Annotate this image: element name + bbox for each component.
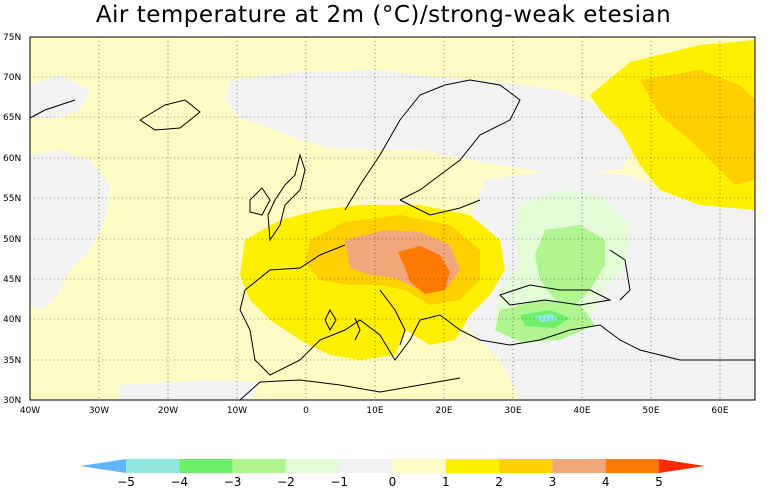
- colorbar-swatch: [232, 459, 286, 473]
- colorbar-label: −3: [224, 475, 242, 489]
- colorbar-label: 5: [655, 475, 663, 489]
- colorbar-swatch: [179, 459, 233, 473]
- colorbar-swatch: [126, 459, 180, 473]
- lon-label: 10W: [227, 406, 247, 416]
- colorbar-swatch: [392, 459, 446, 473]
- lat-label: 40N: [3, 315, 21, 325]
- lon-label: 50E: [642, 406, 659, 416]
- colorbar-swatch: [499, 459, 553, 473]
- lat-label: 35N: [3, 356, 21, 366]
- grid-lines: [30, 37, 755, 400]
- colorbar-label: 0: [389, 475, 397, 489]
- lon-label: 40E: [573, 406, 590, 416]
- colorbar-label: 2: [495, 475, 503, 489]
- lon-label: 10E: [366, 406, 383, 416]
- colorbar-label: −2: [277, 475, 295, 489]
- map-title: Air temperature at 2m (°C)/strong-weak e…: [95, 2, 672, 28]
- colorbar-arrow-low: [80, 459, 126, 473]
- colorbar-swatch: [445, 459, 500, 473]
- lon-label: 20W: [158, 406, 178, 416]
- lat-label: 55N: [3, 194, 21, 204]
- lon-label: 20E: [435, 406, 452, 416]
- lat-label: 65N: [3, 113, 21, 123]
- lon-label: 40W: [20, 406, 40, 416]
- colorbar: −5 −4 −3 −2 −1 0 1 2 3 4 5: [80, 459, 705, 489]
- lon-label: 30W: [89, 406, 109, 416]
- contour-fill: [30, 40, 755, 400]
- coastlines: [29, 79, 755, 401]
- lon-label: 60E: [711, 406, 728, 416]
- lon-label: 30E: [504, 406, 521, 416]
- lat-label: 50N: [3, 235, 21, 245]
- colorbar-swatch: [285, 459, 340, 473]
- latitude-labels: 75N 70N 65N 60N 55N 50N 45N 40N 35N 30N: [3, 33, 21, 406]
- colorbar-swatch: [552, 459, 606, 473]
- lat-label: 75N: [3, 33, 21, 43]
- longitude-labels: 40W 30W 20W 10W 0 10E 20E 30E 40E 50E 60…: [20, 406, 729, 416]
- lat-label: 60N: [3, 154, 21, 164]
- colorbar-swatch: [339, 459, 393, 473]
- colorbar-label: 4: [602, 475, 610, 489]
- map-frame: [29, 36, 756, 401]
- colorbar-label: 3: [549, 475, 557, 489]
- colorbar-label: −1: [330, 475, 348, 489]
- lat-label: 70N: [3, 73, 21, 83]
- colorbar-label: 1: [442, 475, 450, 489]
- colorbar-arrow-high: [659, 459, 705, 473]
- colorbar-label: −4: [170, 475, 188, 489]
- lon-label: 0: [303, 406, 309, 416]
- lat-label: 45N: [3, 275, 21, 285]
- colorbar-swatch: [605, 459, 659, 473]
- lat-label: 30N: [3, 396, 21, 406]
- colorbar-label: −5: [117, 475, 135, 489]
